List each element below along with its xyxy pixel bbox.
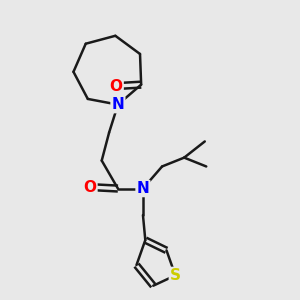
Text: N: N [112,97,124,112]
Text: N: N [136,181,149,196]
Text: O: O [83,180,97,195]
Text: S: S [170,268,181,283]
Text: O: O [110,79,123,94]
